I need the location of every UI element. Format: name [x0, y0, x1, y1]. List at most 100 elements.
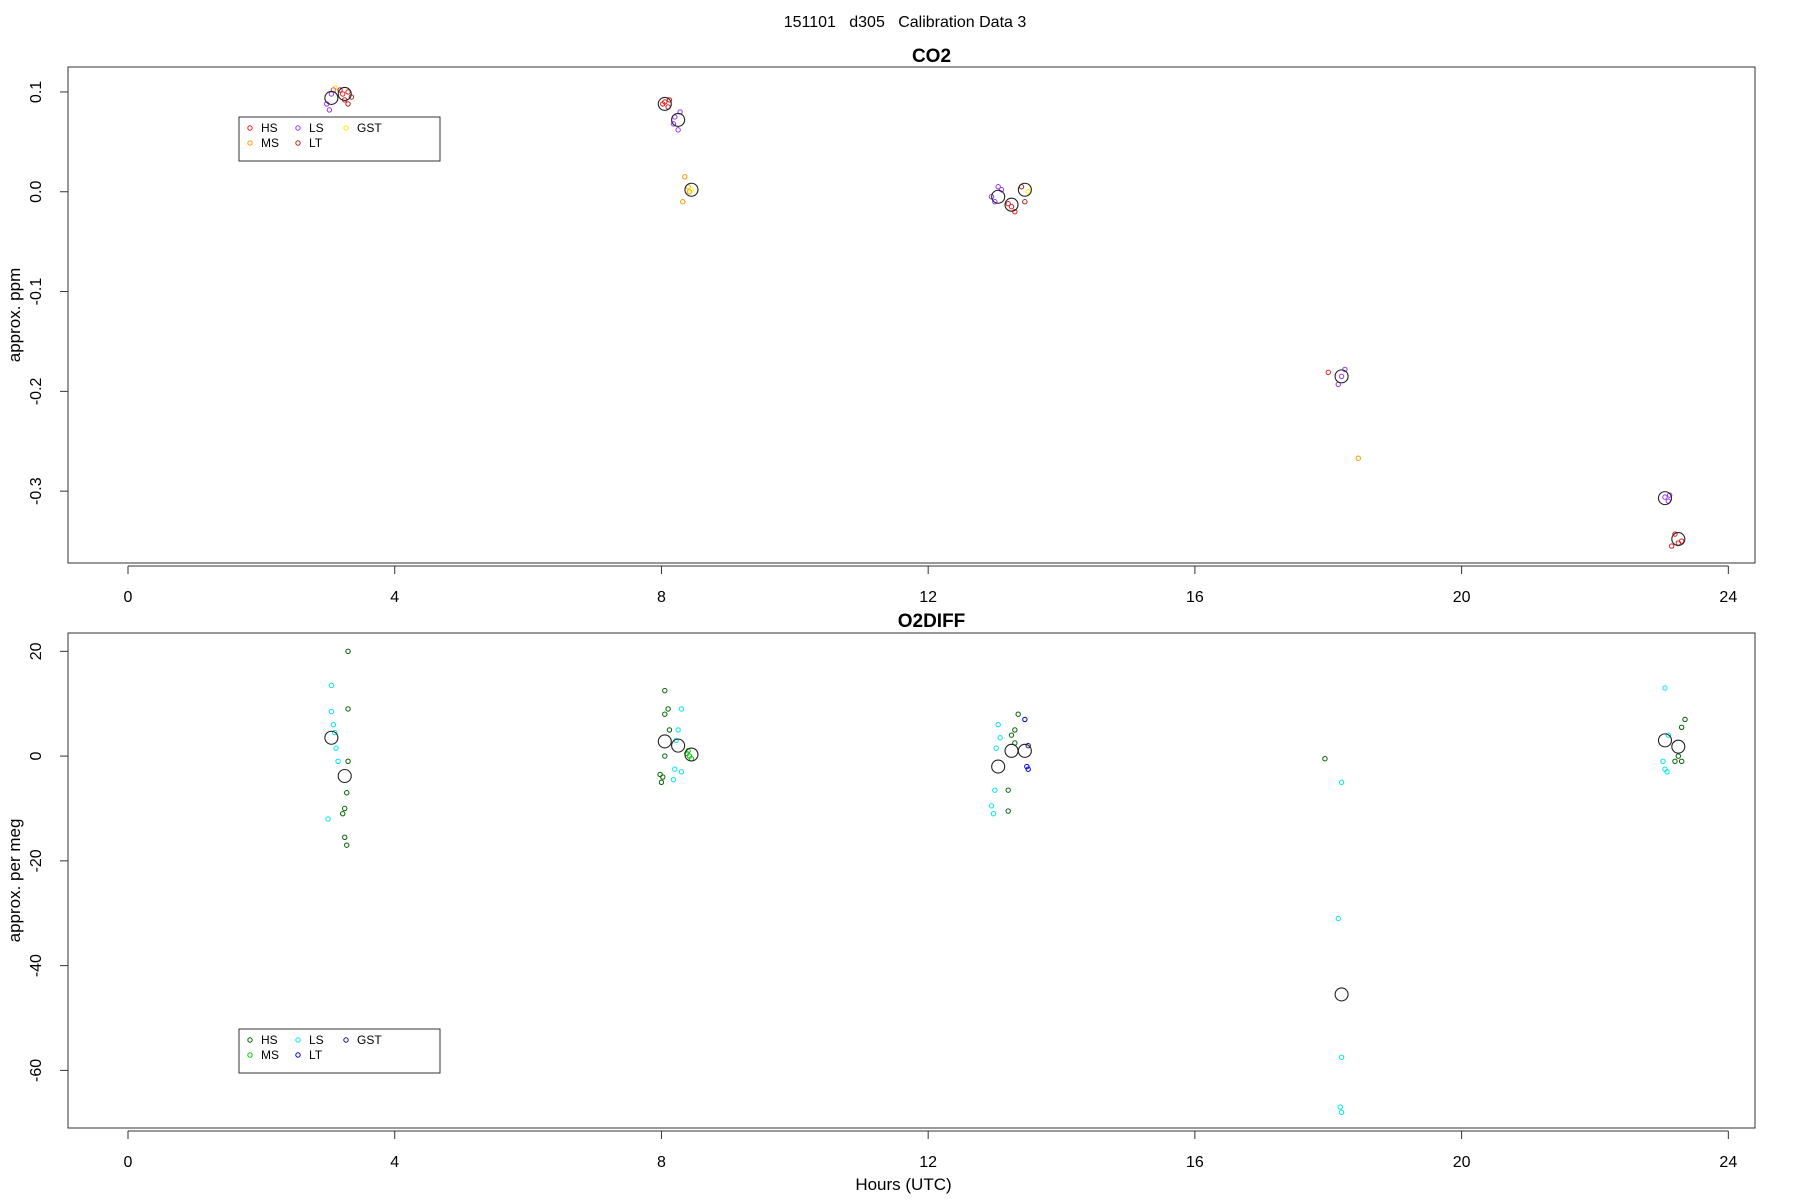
legend-label: HS	[261, 1033, 278, 1047]
data-point-hs	[342, 834, 348, 840]
mean-marker	[671, 112, 686, 127]
data-point-hs	[1005, 808, 1011, 814]
data-point-hs	[1005, 787, 1011, 793]
data-point-hs	[1015, 711, 1021, 717]
mean-marker	[1657, 733, 1673, 748]
y-tick-label: -40	[28, 954, 45, 977]
panel-title: O2DIFF	[898, 611, 966, 632]
data-point-ls	[997, 735, 1003, 741]
panel-title: CO2	[912, 46, 951, 67]
data-point-hs	[345, 706, 351, 712]
legend-marker	[247, 125, 253, 131]
data-point-ls	[988, 803, 995, 809]
data-point-ls	[1338, 1109, 1345, 1115]
mean-marker	[991, 189, 1006, 204]
data-point-hs	[662, 711, 668, 717]
data-point-ls	[990, 811, 997, 817]
data-point-ls	[1338, 779, 1345, 785]
data-point-hs	[1672, 758, 1678, 765]
mean-marker	[1004, 197, 1019, 212]
x-tick-label: 4	[390, 1154, 399, 1171]
mean-marker	[337, 86, 352, 101]
data-point-hs	[1008, 732, 1015, 738]
legend-label: MS	[261, 1048, 279, 1062]
mean-marker	[337, 768, 352, 784]
data-point-ls	[325, 816, 331, 822]
x-tick-label: 12	[919, 589, 937, 606]
data-point-hs	[662, 753, 668, 759]
data-point-hs	[666, 97, 673, 103]
data-point-gst	[1025, 742, 1031, 749]
data-point-hs	[658, 779, 665, 785]
data-point-ls	[993, 745, 999, 751]
data-point-hs	[1012, 209, 1018, 215]
data-point-hs	[1672, 531, 1678, 537]
data-point-hs	[344, 842, 350, 848]
legend-label: MS	[261, 136, 279, 150]
legend-label: LT	[309, 1048, 323, 1062]
data-point-hs	[340, 811, 346, 817]
data-point-ls	[675, 727, 681, 733]
mean-marker	[1017, 182, 1032, 197]
data-point-ls	[1342, 366, 1348, 373]
x-axis-label: Hours (UTC)	[855, 1175, 951, 1194]
data-point-ls	[678, 706, 685, 712]
data-point-hs	[337, 87, 343, 93]
data-point-ls	[672, 766, 678, 772]
data-point-hs	[1675, 753, 1682, 759]
data-point-gst	[1025, 189, 1031, 195]
mean-marker	[1017, 743, 1032, 758]
x-tick-label: 16	[1186, 1154, 1204, 1171]
legend-marker	[343, 125, 349, 131]
data-point-ls	[1660, 758, 1666, 765]
plot-frame	[67, 632, 1756, 1129]
data-point-hs	[1008, 204, 1015, 210]
mean-marker	[1671, 531, 1686, 547]
x-tick-label: 0	[124, 1154, 133, 1171]
data-point-ls	[1338, 373, 1345, 380]
mean-marker	[1004, 743, 1019, 758]
mean-marker	[1334, 369, 1349, 384]
x-tick-label: 20	[1453, 1154, 1471, 1171]
data-point-ls	[995, 184, 1001, 190]
mean-marker	[1671, 739, 1686, 754]
data-point-ls	[335, 758, 341, 765]
mean-marker	[324, 90, 339, 105]
data-point-hs	[1325, 369, 1331, 376]
legend-label: LS	[309, 1033, 324, 1047]
data-point-ls	[332, 729, 338, 736]
legend-marker	[295, 125, 301, 131]
data-point-ls	[670, 121, 677, 127]
mean-marker	[657, 734, 672, 749]
y-tick-label: 0.0	[28, 181, 45, 203]
data-point-ls	[326, 107, 333, 113]
y-axis-label: approx. ppm	[5, 268, 24, 363]
y-axis-label: approx. per meg	[5, 819, 24, 943]
legend-box	[238, 116, 441, 162]
x-tick-label: 16	[1186, 589, 1204, 606]
mean-marker	[657, 96, 672, 111]
x-tick-label: 0	[124, 589, 133, 606]
data-point-ls	[992, 199, 998, 205]
legend-marker	[295, 140, 301, 146]
data-point-ls	[992, 787, 998, 793]
data-point-lt	[1024, 763, 1030, 770]
data-point-hs	[1682, 716, 1688, 723]
data-point-hs	[1678, 758, 1685, 765]
data-point-hs	[666, 727, 673, 733]
data-point-lt	[345, 101, 351, 107]
data-point-lt	[1022, 199, 1028, 205]
data-point-hs	[1012, 727, 1018, 733]
legend-marker	[295, 1037, 301, 1043]
data-point-lt	[1025, 766, 1031, 772]
legend-label: GST	[357, 1033, 382, 1047]
data-point-hs	[1005, 201, 1011, 207]
mean-marker	[1657, 491, 1673, 506]
legend-label: LT	[309, 136, 323, 150]
data-point-hs	[657, 771, 663, 778]
mean-marker	[671, 738, 686, 753]
data-point-hs	[1668, 543, 1675, 549]
legend-label: LS	[309, 121, 324, 135]
x-tick-label: 12	[919, 1154, 937, 1171]
